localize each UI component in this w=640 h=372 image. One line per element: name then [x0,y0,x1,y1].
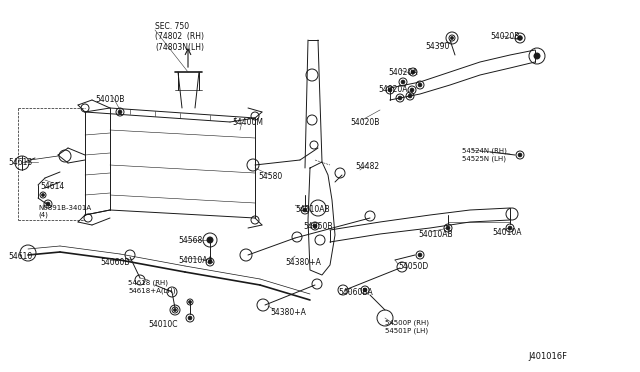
Circle shape [410,88,414,92]
Text: 54380+A: 54380+A [285,258,321,267]
Text: 54010AB: 54010AB [295,205,330,214]
Text: 54020B: 54020B [490,32,520,41]
Circle shape [446,226,450,230]
Text: 54020A: 54020A [378,85,408,94]
Text: 54020A: 54020A [388,68,417,77]
Circle shape [398,96,402,100]
Circle shape [42,194,44,196]
Circle shape [518,36,522,40]
Text: 54400M: 54400M [232,118,263,127]
Text: 54580: 54580 [258,172,282,181]
Circle shape [303,208,307,212]
Text: 54614: 54614 [40,182,64,191]
Text: 54613: 54613 [8,158,32,167]
Circle shape [46,202,50,206]
Circle shape [188,316,192,320]
Circle shape [118,110,122,114]
Circle shape [518,153,522,157]
Text: 54524N (RH)
54525N (LH): 54524N (RH) 54525N (LH) [462,148,507,162]
Circle shape [408,94,412,98]
Circle shape [451,37,453,39]
Circle shape [364,288,367,292]
Text: 54390: 54390 [425,42,449,51]
Circle shape [412,70,415,74]
Circle shape [508,226,512,230]
Circle shape [313,224,317,228]
Text: 54010AA: 54010AA [178,256,213,265]
Circle shape [207,237,213,243]
Text: 54020B: 54020B [350,118,380,127]
Circle shape [418,83,422,87]
Text: 54380+A: 54380+A [270,308,306,317]
Text: 54050B: 54050B [303,222,333,231]
Circle shape [173,309,177,311]
Text: 54050D: 54050D [398,262,428,271]
Text: SEC. 750
(74802  (RH)
(74803N(LH): SEC. 750 (74802 (RH) (74803N(LH) [155,22,204,52]
Text: 54010A: 54010A [492,228,522,237]
Text: 54010AB: 54010AB [418,230,452,239]
Circle shape [208,260,212,264]
Text: 54060BA: 54060BA [338,288,372,297]
Circle shape [401,80,405,84]
Text: 54500P (RH)
54501P (LH): 54500P (RH) 54501P (LH) [385,320,429,334]
Circle shape [388,88,392,92]
Text: 54010B: 54010B [95,95,124,104]
Text: 54610: 54610 [8,252,32,261]
Text: 54010C: 54010C [148,320,177,329]
Text: 54618 (RH)
54618+A(LH): 54618 (RH) 54618+A(LH) [128,280,175,294]
Text: J401016F: J401016F [528,352,567,361]
Text: 54482: 54482 [355,162,379,171]
Text: N0891B-3401A
(4): N0891B-3401A (4) [38,205,91,218]
Circle shape [534,53,540,59]
Circle shape [189,301,191,303]
Text: 54060B: 54060B [100,258,129,267]
Circle shape [418,253,422,257]
Text: 54568: 54568 [178,236,202,245]
